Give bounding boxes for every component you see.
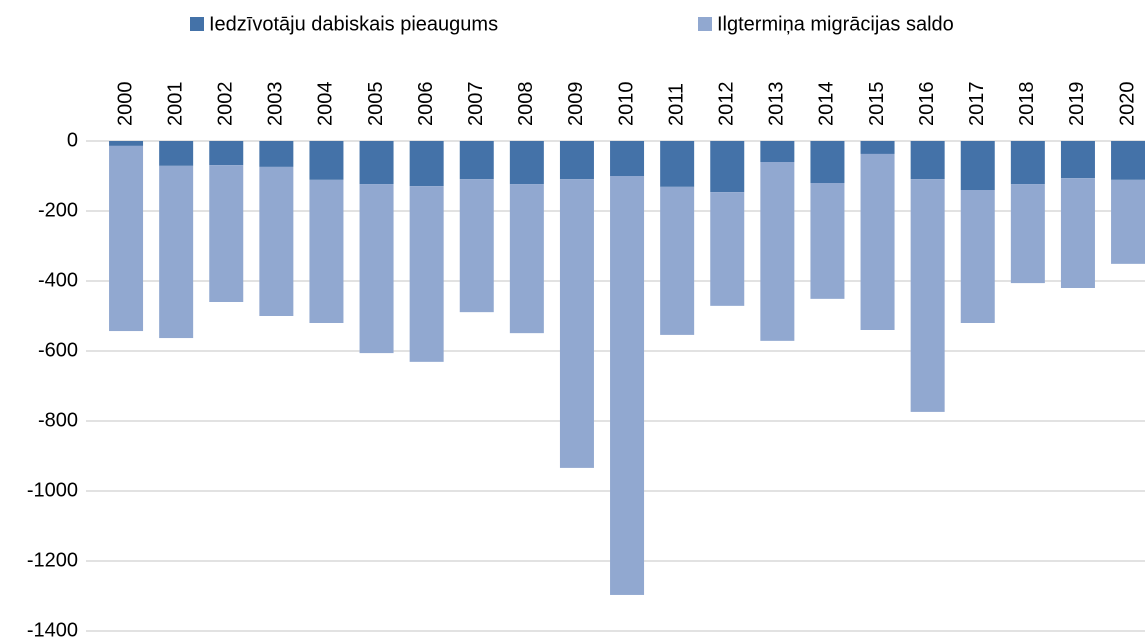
x-tick-label: 2013 [766, 82, 788, 127]
y-tick-label: -600 [38, 339, 78, 361]
x-tick-label: 2003 [265, 82, 287, 127]
bar-segment [259, 141, 294, 167]
bar-segment [359, 184, 394, 354]
bar-segment [860, 153, 895, 330]
bar-segment [660, 186, 695, 335]
bar-segment [1010, 141, 1045, 185]
x-tick-label: 2011 [665, 83, 687, 126]
bar-segment [710, 141, 745, 193]
bar-segment [309, 179, 344, 323]
bar-segment [1111, 141, 1145, 180]
x-tick-label: 2015 [866, 82, 888, 127]
legend-label: Ilgtermiņa migrācijas saldo [717, 13, 954, 35]
x-tick-label: 2019 [1066, 82, 1088, 127]
x-tick-label: 2005 [365, 82, 387, 127]
bar-segment [259, 166, 294, 316]
bar-segment [559, 141, 594, 180]
x-tick-label: 2008 [515, 82, 537, 127]
bar-segment [459, 179, 494, 313]
x-tick-label: 2009 [565, 82, 587, 127]
bar-segment [810, 141, 845, 183]
bar-segment [509, 141, 544, 185]
bar-segment [1060, 178, 1095, 288]
y-tick-label: -400 [38, 269, 78, 291]
bar-segment [159, 141, 194, 166]
bar-segment [960, 141, 995, 190]
x-tick-label: 2017 [966, 82, 988, 127]
bar-segment [960, 190, 995, 323]
bar-segment [860, 141, 895, 154]
bar-segment [559, 179, 594, 468]
y-tick-label: -1200 [27, 549, 78, 571]
y-tick-label: -800 [38, 409, 78, 431]
bar-segment [910, 179, 945, 412]
x-tick-label: 2012 [716, 82, 738, 127]
x-tick-label: 2020 [1116, 82, 1138, 127]
x-tick-label: 2007 [465, 82, 487, 127]
x-tick-label: 2018 [1016, 82, 1038, 127]
bar-segment [359, 141, 394, 185]
x-tick-label: 2000 [114, 82, 136, 127]
bar-segment [409, 186, 444, 362]
y-tick-label: -200 [38, 199, 78, 221]
bar-segment [1010, 184, 1045, 284]
bar-segment [459, 141, 494, 180]
bar-segment [610, 141, 645, 176]
bar-segment [109, 141, 144, 146]
bar-segment [209, 141, 244, 166]
bar-segment [1060, 141, 1095, 179]
bar-segment [109, 145, 144, 332]
y-tick-label: -1000 [27, 479, 78, 501]
x-tick-label: 2002 [215, 82, 237, 127]
bar-segment [1111, 179, 1145, 264]
x-tick-label: 2001 [164, 82, 186, 127]
bar-segment [660, 141, 695, 187]
legend-swatch [698, 17, 712, 31]
bar-segment [810, 183, 845, 299]
x-tick-label: 2006 [415, 82, 437, 127]
x-tick-label: 2016 [916, 82, 938, 127]
bar-segment [209, 165, 244, 302]
legend-swatch [190, 17, 204, 31]
bar-segment [710, 192, 745, 306]
bar-segment [760, 141, 795, 162]
bar-segment [159, 165, 194, 339]
x-tick-label: 2014 [816, 82, 838, 127]
x-tick-label: 2004 [315, 82, 337, 127]
bar-segment [409, 141, 444, 187]
bar-segment [610, 176, 645, 595]
bar-segment [910, 141, 945, 180]
y-tick-label: -1400 [27, 619, 78, 641]
legend-label: Iedzīvotāju dabiskais pieaugums [209, 13, 498, 35]
x-tick-label: 2010 [615, 82, 637, 127]
bar-segment [760, 162, 795, 341]
bar-segment [509, 184, 544, 334]
y-tick-label: 0 [67, 129, 78, 151]
bar-segment [309, 141, 344, 180]
